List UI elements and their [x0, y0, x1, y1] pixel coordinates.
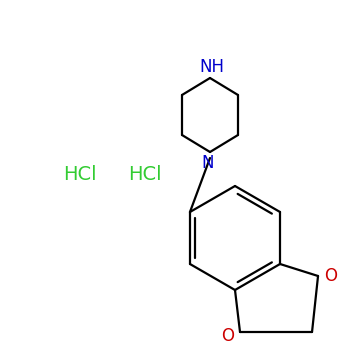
Text: O: O	[324, 267, 337, 285]
Text: O: O	[221, 327, 234, 345]
Text: N: N	[202, 154, 214, 172]
Text: HCl: HCl	[63, 166, 97, 184]
Text: HCl: HCl	[128, 166, 162, 184]
Text: NH: NH	[199, 58, 224, 76]
